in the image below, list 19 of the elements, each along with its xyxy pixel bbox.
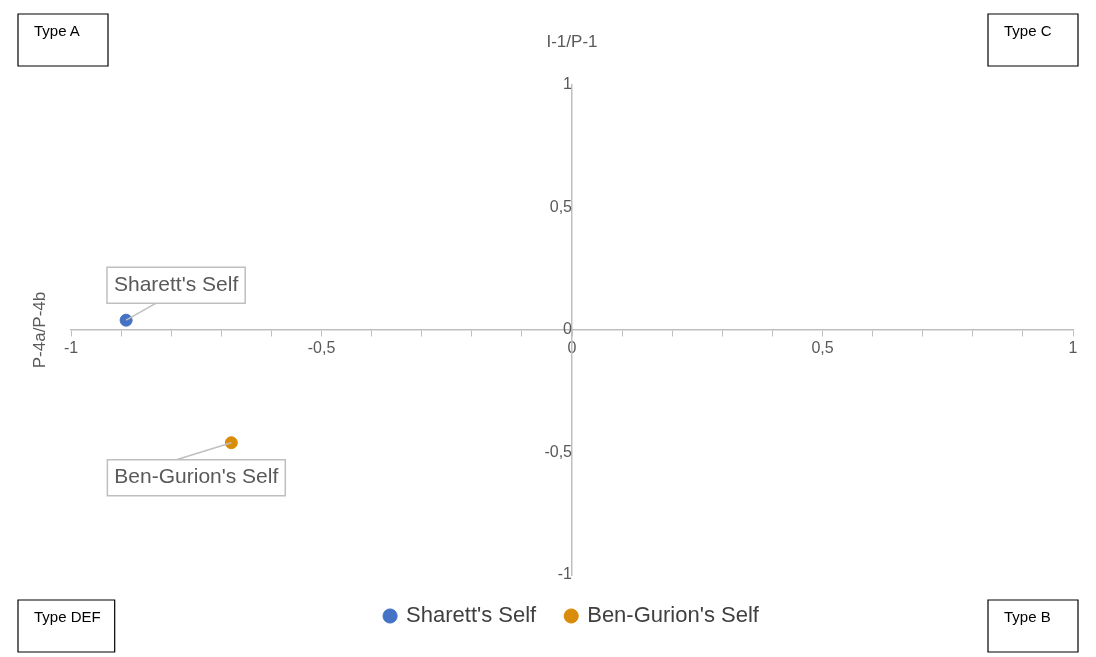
x-tick-label: -0,5	[307, 339, 336, 357]
legend-label: Ben-Gurion's Self	[587, 602, 760, 628]
y-tick-label: -0,5	[544, 442, 573, 460]
annotation: Sharett's Self	[113, 272, 239, 295]
y-axis-title: P-4a/P-4b	[29, 291, 49, 369]
x-axis-title: I-1/P-1	[546, 31, 598, 51]
x-tick-label: 1	[1068, 339, 1078, 357]
text: Type C	[1004, 21, 1052, 39]
y-tick-label: 0	[563, 320, 573, 338]
annotation: Ben-Gurion's Self	[114, 464, 279, 488]
text: Type DEF	[34, 607, 101, 625]
x-tick-label: -1	[63, 339, 79, 357]
text: Type A	[34, 21, 80, 39]
y-tick-label: 1	[563, 75, 573, 93]
y-tick-label: -1	[557, 565, 573, 583]
text: Type B	[1004, 607, 1051, 625]
x-tick-label: 0,5	[811, 339, 834, 357]
y-tick-label: 0,5	[549, 197, 573, 215]
legend-label: Sharett's Self	[406, 602, 538, 628]
